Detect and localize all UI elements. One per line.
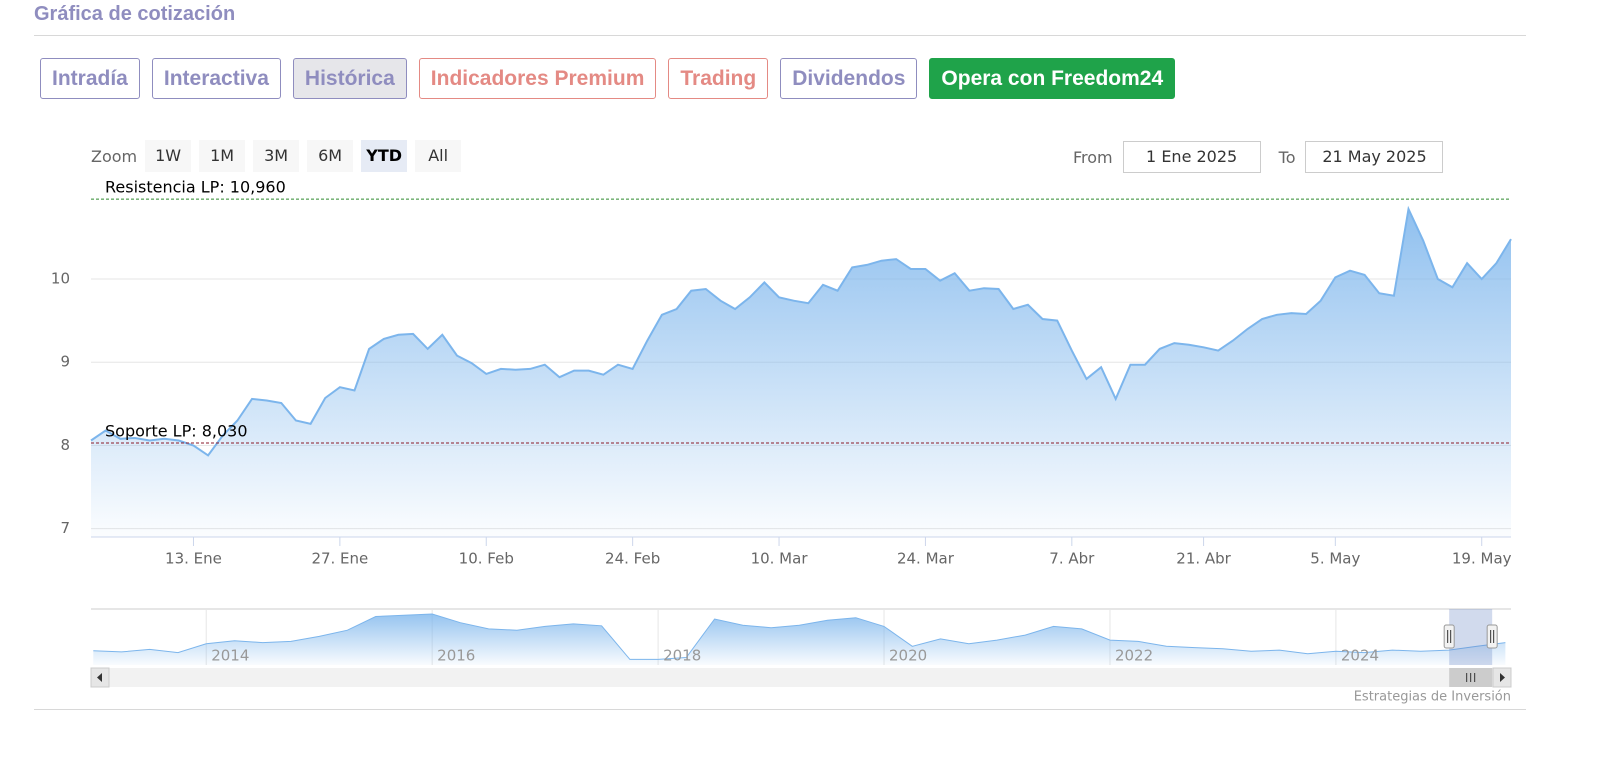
to-input[interactable]: 21 May 2025 — [1305, 141, 1444, 173]
from-label: From — [1073, 147, 1113, 167]
price-line — [90, 205, 1512, 457]
arrow-icon — [97, 673, 102, 682]
tab-button[interactable]: Intradía — [40, 58, 140, 99]
x-tick-label: 19. May — [1452, 550, 1512, 568]
zoom-label: Zoom — [91, 146, 138, 166]
y-tick-label: 10 — [51, 270, 70, 288]
area-fill — [91, 209, 1511, 537]
to-label: To — [1278, 147, 1296, 167]
arrow-icon — [1500, 673, 1505, 682]
tab-bar: Intradía Interactiva Histórica Indicadores … — [40, 58, 1176, 99]
x-tick-label: 24. Feb — [605, 550, 660, 568]
date-range: From 1 Ene 2025 To 21 May 2025 — [1073, 141, 1451, 173]
navigator-line — [93, 613, 1506, 660]
x-tick-label: 13. Ene — [165, 550, 222, 568]
y-tick-label: 8 — [60, 436, 70, 454]
scrollbar-track — [91, 668, 1511, 687]
divider — [34, 709, 1526, 710]
zoom-button[interactable]: All — [415, 140, 462, 172]
x-tick-label: 27. Ene — [311, 550, 368, 568]
x-tick-label: 7. Abr — [1049, 550, 1095, 568]
from-input[interactable]: 1 Ene 2025 — [1122, 141, 1261, 173]
y-tick-label: 7 — [60, 519, 70, 537]
tab-button[interactable]: Dividendos — [780, 58, 918, 99]
plot-line-label: Soporte LP: 8,030 — [105, 421, 248, 440]
y-tick-label: 9 — [60, 353, 70, 371]
navigator-label: 2024 — [1341, 647, 1379, 665]
zoom-selector: Zoom 1W 1M 3M 6M YTD All — [91, 140, 462, 172]
navigator-selection — [1449, 609, 1493, 665]
navigator-label: 2022 — [1115, 647, 1153, 665]
divider — [34, 35, 1526, 36]
section-title: Gráfica de cotización — [34, 3, 236, 25]
navigator-label: 2014 — [211, 647, 249, 665]
x-tick-label: 24. Mar — [897, 550, 955, 568]
plot-line-label: Resistencia LP: 10,960 — [105, 178, 286, 197]
navigator-handle[interactable] — [1443, 624, 1455, 649]
tab-button[interactable]: Histórica — [292, 58, 407, 99]
x-tick-label: 10. Mar — [751, 550, 809, 568]
navigator-label: 2016 — [437, 647, 475, 665]
zoom-button[interactable]: 1M — [199, 140, 246, 172]
zoom-button[interactable]: YTD — [361, 140, 408, 172]
navigator-area — [93, 614, 1506, 665]
credit: Estrategias de Inversión — [1354, 690, 1511, 705]
zoom-button[interactable]: 1W — [145, 140, 192, 172]
tab-button[interactable]: Indicadores Premium — [418, 58, 657, 99]
zoom-button[interactable]: 3M — [253, 140, 300, 172]
navigator-label: 2018 — [663, 647, 701, 665]
tab-button[interactable]: Opera con Freedom24 — [929, 58, 1176, 99]
tab-button[interactable]: Interactiva — [151, 58, 281, 99]
x-tick-label: 5. May — [1310, 550, 1360, 568]
x-tick-label: 21. Abr — [1176, 550, 1231, 568]
tab-button[interactable]: Trading — [668, 58, 769, 99]
navigator-label: 2020 — [889, 647, 927, 665]
navigator-handle[interactable] — [1486, 624, 1498, 649]
x-tick-label: 10. Feb — [459, 550, 514, 568]
zoom-button[interactable]: 6M — [307, 140, 354, 172]
